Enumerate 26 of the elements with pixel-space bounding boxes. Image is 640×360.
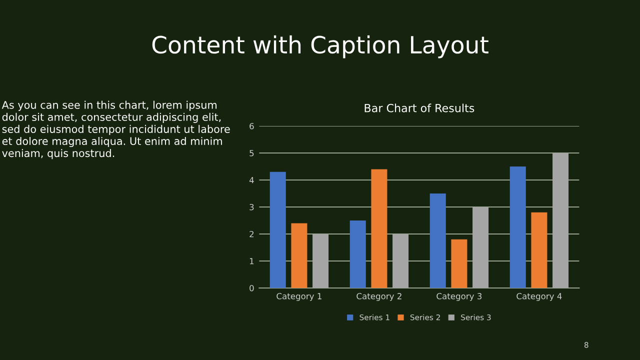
- bar: [350, 220, 366, 288]
- y-tick-label: 0: [250, 284, 254, 292]
- chart-title: Bar Chart of Results: [364, 104, 474, 112]
- x-tick-label: Category 4: [516, 293, 562, 301]
- x-tick-label: Category 1: [276, 293, 322, 301]
- bar: [430, 194, 446, 288]
- y-tick-label: 4: [249, 177, 254, 184]
- y-tick-label: 5: [250, 150, 254, 156]
- y-tick-label: 3: [250, 204, 254, 210]
- y-tick-label: 2: [250, 230, 254, 238]
- x-tick-label: Category 2: [356, 293, 402, 301]
- bar: [312, 234, 329, 288]
- text: Content with Caption Layout: [152, 35, 488, 58]
- x-tick-label: Category 3: [436, 293, 482, 301]
- bar: [371, 169, 388, 288]
- bar: [552, 153, 569, 288]
- bar: [451, 239, 468, 288]
- bar: [531, 212, 548, 288]
- bar: [472, 207, 489, 288]
- bar: [510, 166, 526, 288]
- bar: [291, 223, 308, 288]
- y-tick-label: 1: [250, 258, 254, 264]
- bar: [270, 172, 286, 288]
- text: As you can see in this chart, lorem ipsum dolor sit amet, consectetur adipiscing elit, sed do eiusmod tempor incididunt ut labore et dolore magna aliqua. Ut enim ad minim veniam, quis nostrud.: [2, 100, 230, 160]
- y-tick-label: 6: [250, 122, 254, 130]
- bar: [392, 234, 409, 288]
